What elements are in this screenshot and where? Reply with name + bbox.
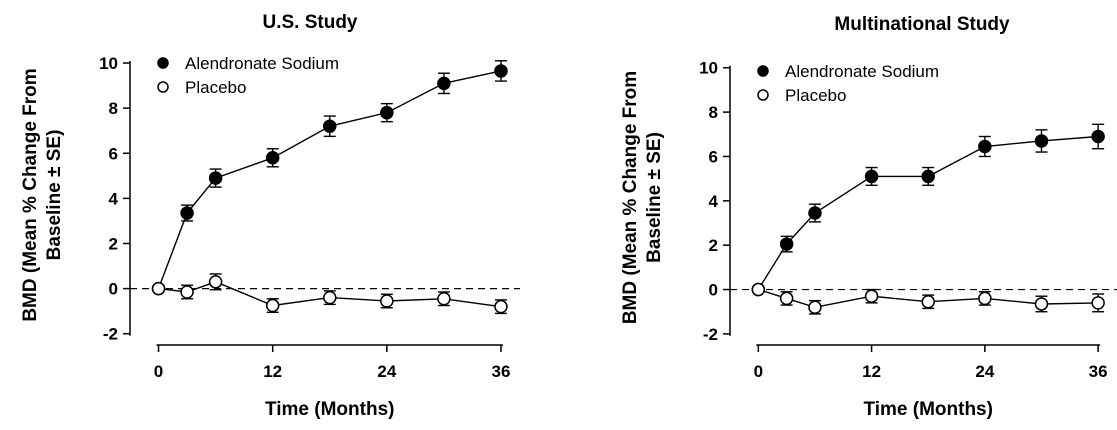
placebo-point bbox=[921, 294, 935, 309]
x-tick-label: 0 bbox=[754, 362, 763, 381]
y-tick-label: 0 bbox=[709, 281, 718, 300]
legend-marker-alendronate bbox=[157, 57, 169, 69]
x-tick-label: 36 bbox=[492, 362, 511, 381]
placebo-point bbox=[180, 285, 194, 299]
x-axis-label: Time (Months) bbox=[863, 399, 992, 420]
y-axis-label: Baseline ± SE) bbox=[644, 132, 665, 263]
placebo-point bbox=[1091, 296, 1105, 310]
alendronate-point bbox=[808, 206, 822, 220]
multinational-study-chart-svg: Multinational Study BMD (Mean % Change Fr… bbox=[620, 14, 1117, 420]
x-tick-label: 12 bbox=[862, 362, 881, 381]
x-tick-label: 0 bbox=[154, 362, 163, 381]
x-tick-label: 24 bbox=[377, 362, 396, 381]
alendronate-point bbox=[380, 105, 394, 120]
legend-marker-alendronate bbox=[757, 65, 769, 77]
y-tick-label: 10 bbox=[99, 54, 118, 73]
multinational-study-chart: Multinational Study BMD (Mean % Change Fr… bbox=[600, 0, 1117, 430]
alendronate-point bbox=[437, 76, 451, 91]
alendronate-point bbox=[1091, 129, 1105, 144]
y-tick-label: 6 bbox=[709, 147, 718, 166]
y-axis-label: BMD (Mean % Change From bbox=[620, 71, 641, 324]
y-tick-label: 4 bbox=[709, 192, 719, 211]
x-tick-label: 24 bbox=[975, 362, 994, 381]
us-study-chart-svg: U.S. Study BMD (Mean % Change From Baselin… bbox=[20, 12, 520, 420]
placebo-point bbox=[751, 282, 766, 297]
y-tick-label: 2 bbox=[109, 234, 118, 253]
alendronate-point bbox=[323, 119, 337, 133]
chart-title: Multinational Study bbox=[834, 14, 1010, 35]
placebo-point bbox=[437, 292, 451, 306]
y-tick-label: 8 bbox=[709, 103, 718, 122]
placebo-point bbox=[978, 291, 992, 306]
placebo-point bbox=[265, 298, 280, 313]
alendronate-point bbox=[1034, 134, 1049, 148]
alendronate-point bbox=[180, 206, 194, 220]
legend-label-placebo: Placebo bbox=[185, 78, 246, 97]
alendronate-point bbox=[208, 171, 223, 185]
placebo-point bbox=[208, 275, 223, 289]
alendronate-series-line bbox=[757, 135, 1099, 290]
placebo-point bbox=[323, 290, 337, 305]
legend-label-alendronate: Alendronate Sodium bbox=[185, 54, 339, 73]
alendronate-point bbox=[779, 237, 794, 251]
y-tick-label: -2 bbox=[703, 325, 718, 344]
y-axis-label: BMD (Mean % Change From bbox=[20, 68, 41, 321]
x-tick-label: 36 bbox=[1089, 362, 1108, 381]
legend-label-alendronate: Alendronate Sodium bbox=[785, 62, 939, 81]
legend-marker-placebo bbox=[157, 81, 169, 93]
y-axis-label: Baseline ± SE) bbox=[44, 130, 65, 261]
y-tick-label: 2 bbox=[709, 236, 718, 255]
alendronate-series-line bbox=[157, 70, 502, 289]
y-tick-label: 8 bbox=[109, 99, 118, 118]
placebo-point bbox=[151, 281, 166, 296]
x-axis-label: Time (Months) bbox=[265, 399, 394, 420]
y-tick-label: -2 bbox=[103, 325, 118, 344]
y-tick-label: 6 bbox=[109, 144, 118, 163]
y-tick-label: 0 bbox=[109, 280, 118, 299]
x-tick-label: 12 bbox=[263, 362, 282, 381]
y-tick-label: 10 bbox=[699, 59, 718, 78]
legend-label-placebo: Placebo bbox=[785, 86, 846, 105]
alendronate-point bbox=[921, 169, 935, 184]
chart-title: U.S. Study bbox=[262, 12, 357, 33]
us-study-chart: U.S. Study BMD (Mean % Change From Baselin… bbox=[20, 12, 520, 420]
alendronate-point bbox=[978, 139, 992, 154]
y-tick-label: 4 bbox=[109, 189, 119, 208]
alendronate-point bbox=[864, 169, 879, 184]
placebo-point bbox=[864, 289, 879, 303]
alendronate-point bbox=[265, 151, 280, 165]
legend-marker-placebo bbox=[757, 89, 769, 101]
alendronate-point bbox=[494, 64, 508, 78]
placebo-point bbox=[808, 300, 822, 315]
placebo-point bbox=[494, 299, 508, 314]
placebo-point bbox=[1034, 297, 1049, 311]
placebo-point bbox=[380, 294, 394, 308]
placebo-point bbox=[779, 291, 794, 306]
